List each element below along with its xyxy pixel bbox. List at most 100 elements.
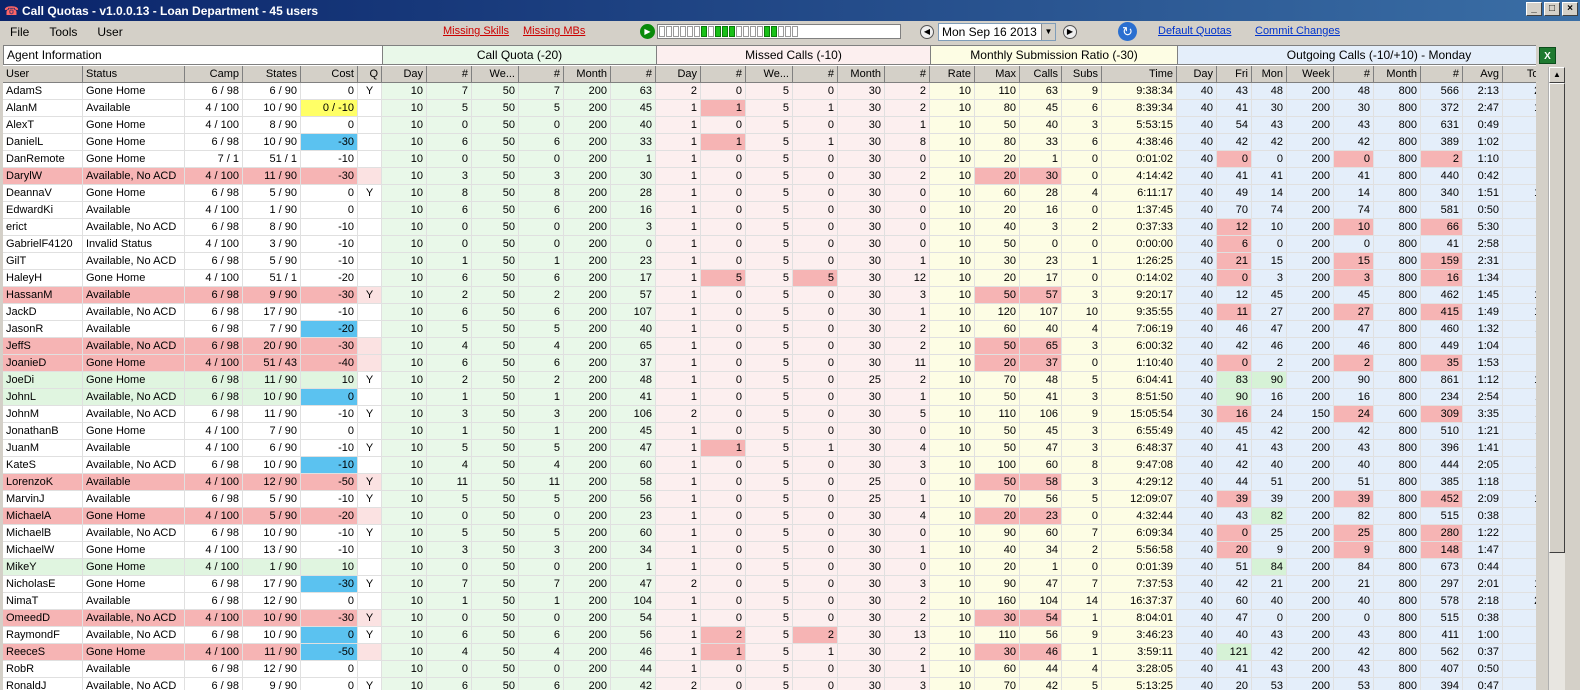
table-row[interactable]: MichaelA Gone Home 4 / 100 5 / 90 -20 10 0 50 0 2… [3,508,1536,525]
cell-cost[interactable]: -30 [301,134,358,151]
cell-q[interactable] [358,559,382,576]
cell-q[interactable] [358,508,382,525]
column-header-15[interactable]: We... [746,66,793,83]
table-row[interactable]: JohnM Available, No ACD 6 / 98 11 / 90 -10 Y 1… [3,406,1536,423]
cell-q[interactable] [358,321,382,338]
column-header-26[interactable]: Mon [1252,66,1287,83]
cell-cost[interactable]: 0 [301,661,358,678]
cell-cost[interactable]: -30 [301,168,358,185]
refresh-icon[interactable]: ↻ [1118,22,1137,41]
cell-cost[interactable]: -40 [301,355,358,372]
cell-cost[interactable]: -20 [301,508,358,525]
cell-q[interactable] [358,542,382,559]
table-row[interactable]: JohnL Available, No ACD 6 / 98 10 / 90 0 10 1 5… [3,389,1536,406]
cell-cost[interactable]: 0 [301,83,358,100]
cell-cost[interactable]: -30 [301,610,358,627]
column-header-2[interactable]: Status [83,66,185,83]
cell-q[interactable]: Y [358,610,382,627]
table-row[interactable]: HaleyH Gone Home 4 / 100 51 / 1 -20 10 6 50 6 200… [3,270,1536,287]
cell-q[interactable]: Y [358,576,382,593]
cell-q[interactable] [358,304,382,321]
cell-cost[interactable]: 0 [301,593,358,610]
next-day-icon[interactable]: ▶ [1063,25,1077,39]
close-icon[interactable]: × [1562,2,1578,16]
column-header-6[interactable]: Q [358,66,382,83]
column-header-9[interactable]: We... [472,66,519,83]
column-header-14[interactable]: # [701,66,746,83]
column-header-20[interactable]: Max [975,66,1020,83]
cell-q[interactable] [358,661,382,678]
cell-q[interactable] [358,168,382,185]
cell-q[interactable] [358,270,382,287]
table-row[interactable]: GilT Available, No ACD 6 / 98 5 / 90 -10 10 1 5… [3,253,1536,270]
table-row[interactable]: RaymondF Available, No ACD 6 / 98 10 / 90 0 Y… [3,627,1536,644]
cell-cost[interactable]: 0 [301,389,358,406]
cell-cost[interactable]: -50 [301,644,358,661]
cell-q[interactable]: Y [358,627,382,644]
column-header-5[interactable]: Cost [301,66,358,83]
cell-q[interactable] [358,202,382,219]
table-row[interactable]: DarylW Available, No ACD 4 / 100 11 / 90 -30… [3,168,1536,185]
scroll-up-icon[interactable]: ▲ [1549,67,1565,83]
table-row[interactable]: NicholasE Gone Home 6 / 98 17 / 90 -30 Y 10 7 50… [3,576,1536,593]
cell-q[interactable]: Y [358,372,382,389]
table-row[interactable]: MichaelB Available, No ACD 6 / 98 10 / 90 -1… [3,525,1536,542]
table-row[interactable]: ReeceS Gone Home 4 / 100 11 / 90 -50 10 4 50 4 20… [3,644,1536,661]
table-row[interactable]: JoeDi Gone Home 6 / 98 11 / 90 10 Y 10 2 50 2 200 4… [3,372,1536,389]
cell-q[interactable]: Y [358,491,382,508]
cell-cost[interactable]: -10 [301,406,358,423]
menu-user[interactable]: User [97,25,123,39]
column-header-21[interactable]: Calls [1020,66,1062,83]
cell-cost[interactable]: 0 / -10 [301,100,358,117]
table-row[interactable]: DanielL Gone Home 6 / 98 10 / 90 -30 10 6 50 6 20… [3,134,1536,151]
column-header-16[interactable]: # [793,66,838,83]
column-header-29[interactable]: Month [1374,66,1421,83]
column-header-22[interactable]: Subs [1062,66,1102,83]
cell-cost[interactable]: 0 [301,627,358,644]
table-row[interactable]: LorenzoK Available 4 / 100 12 / 90 -50 Y 10 11 5… [3,474,1536,491]
table-row[interactable]: JonathanB Gone Home 4 / 100 7 / 90 0 10 1 50 1 20… [3,423,1536,440]
cell-cost[interactable]: -10 [301,253,358,270]
play-icon[interactable]: ▶ [640,24,655,39]
missing-mbs-link[interactable]: Missing MBs [523,25,586,37]
column-header-23[interactable]: Time [1102,66,1177,83]
column-header-1[interactable]: User [3,66,83,83]
column-header-7[interactable]: Day [382,66,427,83]
cell-q[interactable] [358,389,382,406]
cell-q[interactable] [358,355,382,372]
column-header-10[interactable]: # [519,66,564,83]
table-row[interactable]: AlexT Gone Home 4 / 100 8 / 90 0 10 0 50 0 200 40 1… [3,117,1536,134]
cell-q[interactable]: Y [358,83,382,100]
column-header-30[interactable]: # [1421,66,1463,83]
column-header-18[interactable]: # [885,66,930,83]
table-row[interactable]: JasonR Available 6 / 98 7 / 90 -20 10 5 50 5 200 4… [3,321,1536,338]
column-header-24[interactable]: Day [1177,66,1217,83]
menu-tools[interactable]: Tools [49,25,78,39]
cell-q[interactable] [358,117,382,134]
cell-cost[interactable]: -20 [301,321,358,338]
date-picker[interactable]: Mon Sep 16 2013 ▼ [938,23,1056,41]
table-row[interactable]: EdwardKi Available 4 / 100 1 / 90 0 10 6 50 6 200… [3,202,1536,219]
cell-q[interactable] [358,423,382,440]
table-row[interactable]: MarvinJ Available 6 / 98 5 / 90 -10 Y 10 5 50 5 20… [3,491,1536,508]
table-row[interactable]: OmeedD Available, No ACD 4 / 100 10 / 90 -30… [3,610,1536,627]
cell-q[interactable] [358,151,382,168]
table-row[interactable]: DeannaV Gone Home 6 / 98 5 / 90 0 Y 10 8 50 8 200 2… [3,185,1536,202]
table-row[interactable]: RonaldJ Available, No ACD 6 / 98 9 / 90 0 Y 10… [3,678,1536,690]
cell-q[interactable] [358,644,382,661]
column-header-11[interactable]: Month [564,66,611,83]
cell-q[interactable]: Y [358,678,382,690]
cell-cost[interactable]: -10 [301,491,358,508]
column-header-3[interactable]: Camp [185,66,243,83]
column-header-19[interactable]: Rate [930,66,975,83]
column-header-32[interactable]: Total Time [1503,66,1536,83]
table-row[interactable]: NimaT Available 6 / 98 12 / 90 0 10 1 50 1 200 104… [3,593,1536,610]
cell-cost[interactable]: -10 [301,304,358,321]
cell-q[interactable] [358,253,382,270]
vertical-scrollbar[interactable]: ▲ [1548,67,1565,690]
cell-q[interactable] [358,593,382,610]
cell-cost[interactable]: -10 [301,525,358,542]
table-row[interactable]: AlanM Available 4 / 100 10 / 90 0 / -10 10 5 50… [3,100,1536,117]
cell-cost[interactable]: 10 [301,559,358,576]
cell-q[interactable]: Y [358,406,382,423]
